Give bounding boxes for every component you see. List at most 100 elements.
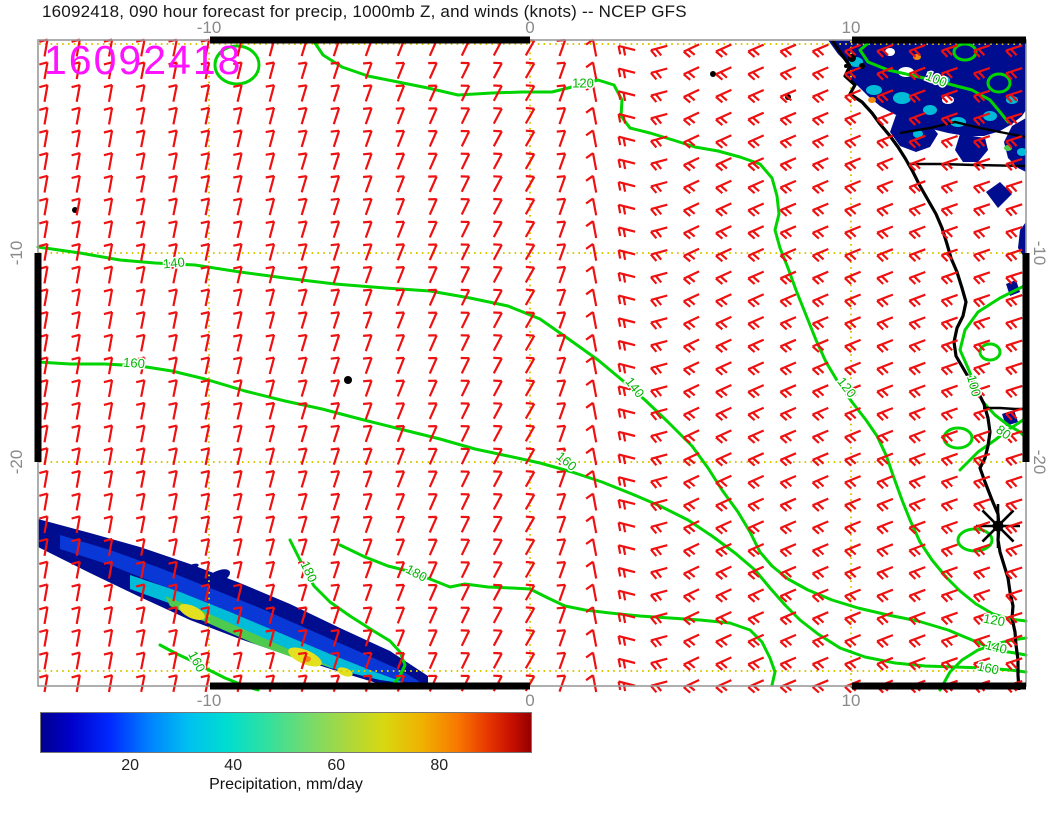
wind-barb [168, 197, 178, 216]
precipitation-colorbar [40, 712, 532, 753]
wind-barb [362, 265, 373, 284]
wind-barb [779, 270, 797, 285]
wind-barb [585, 311, 598, 330]
wind-barb [492, 402, 503, 420]
wind-barb [460, 129, 471, 147]
wind-barb [103, 469, 114, 488]
wind-barb [492, 606, 503, 624]
wind-barb [524, 265, 536, 283]
wind-barb [233, 424, 243, 443]
wind-barb [200, 61, 211, 80]
wind-barb [811, 134, 829, 149]
wind-barb [876, 316, 894, 331]
wind-barb [1005, 521, 1023, 535]
wind-barb [298, 515, 308, 534]
wind-barb [200, 356, 211, 375]
wind-barb [715, 134, 732, 149]
wind-barb [585, 288, 598, 307]
wind-barb [715, 43, 732, 58]
wind-barb [298, 288, 308, 307]
wind-barb [1005, 475, 1023, 489]
wind-barb [715, 474, 732, 490]
wind-barb [200, 628, 211, 647]
wind-barb [265, 220, 276, 239]
wind-barb [330, 629, 341, 647]
wind-barb [395, 583, 406, 602]
wind-barb [585, 401, 598, 420]
wind-barb [779, 89, 797, 104]
wind-barb [233, 651, 243, 670]
wind-barb [135, 674, 146, 693]
wind-barb [747, 293, 765, 308]
wind-barb [715, 111, 732, 126]
wind-barb [395, 197, 406, 216]
wind-barb [876, 543, 894, 558]
wind-barb [973, 44, 991, 58]
wind-barb [39, 61, 49, 80]
wind-barb [556, 379, 567, 397]
wind-barb [779, 474, 797, 490]
wind-barb [650, 180, 668, 194]
wind-barb [168, 379, 178, 398]
wind-barb [617, 657, 636, 669]
contour-label: 180 [403, 561, 429, 584]
wind-barb [617, 44, 636, 56]
wind-barb [844, 406, 862, 422]
wind-barb [298, 629, 308, 647]
wind-barb [330, 492, 341, 511]
wind-barb [39, 628, 49, 647]
wind-barb [265, 583, 276, 602]
wind-barb [168, 61, 178, 80]
wind-barb [168, 628, 178, 647]
wind-barb [682, 610, 700, 626]
wind-barb [460, 538, 471, 556]
wind-barb [908, 656, 926, 671]
wind-barb [585, 265, 598, 284]
wind-barb [200, 606, 211, 625]
wind-barb [265, 243, 276, 261]
wind-barb [876, 407, 894, 421]
wind-barb [973, 543, 991, 558]
wind-barb [298, 61, 308, 80]
wind-barb [617, 408, 636, 419]
wind-barb [362, 129, 373, 148]
wind-barb [428, 561, 438, 579]
wind-barb [682, 520, 700, 535]
wind-barb [524, 538, 536, 556]
wind-barb [908, 566, 926, 580]
wind-barb [39, 674, 49, 693]
wind-barb [265, 356, 276, 375]
wind-barb [940, 66, 958, 81]
wind-barb [395, 220, 406, 238]
wind-barb [71, 537, 81, 556]
wind-barb [428, 288, 438, 306]
axis-tick-label: 0 [525, 18, 535, 37]
wind-barb [168, 242, 178, 261]
wind-barb [585, 492, 598, 511]
wind-barb [460, 493, 471, 511]
wind-barb [940, 543, 958, 558]
wind-barb [779, 384, 797, 399]
wind-barb [973, 248, 991, 262]
precip-shading [986, 182, 1012, 208]
wind-barb [460, 379, 471, 397]
wind-barb [973, 384, 991, 399]
wind-barb [233, 106, 243, 125]
wind-barb [395, 379, 406, 397]
wind-barb [428, 515, 438, 533]
wind-barb [428, 129, 438, 148]
wind-barb [1005, 225, 1023, 240]
wind-barb [556, 84, 567, 102]
date-stamp: 16092418 [44, 37, 243, 83]
wind-barb [71, 469, 81, 488]
wind-barb [844, 225, 862, 240]
wind-barb [973, 293, 991, 308]
wind-barb [650, 271, 668, 285]
wind-barb [460, 311, 471, 329]
wind-barb [135, 265, 146, 284]
wind-barb [460, 425, 471, 442]
wind-barb [168, 515, 178, 534]
wind-barb [940, 316, 958, 331]
wind-barb [682, 474, 700, 490]
wind-barb [1005, 44, 1023, 58]
